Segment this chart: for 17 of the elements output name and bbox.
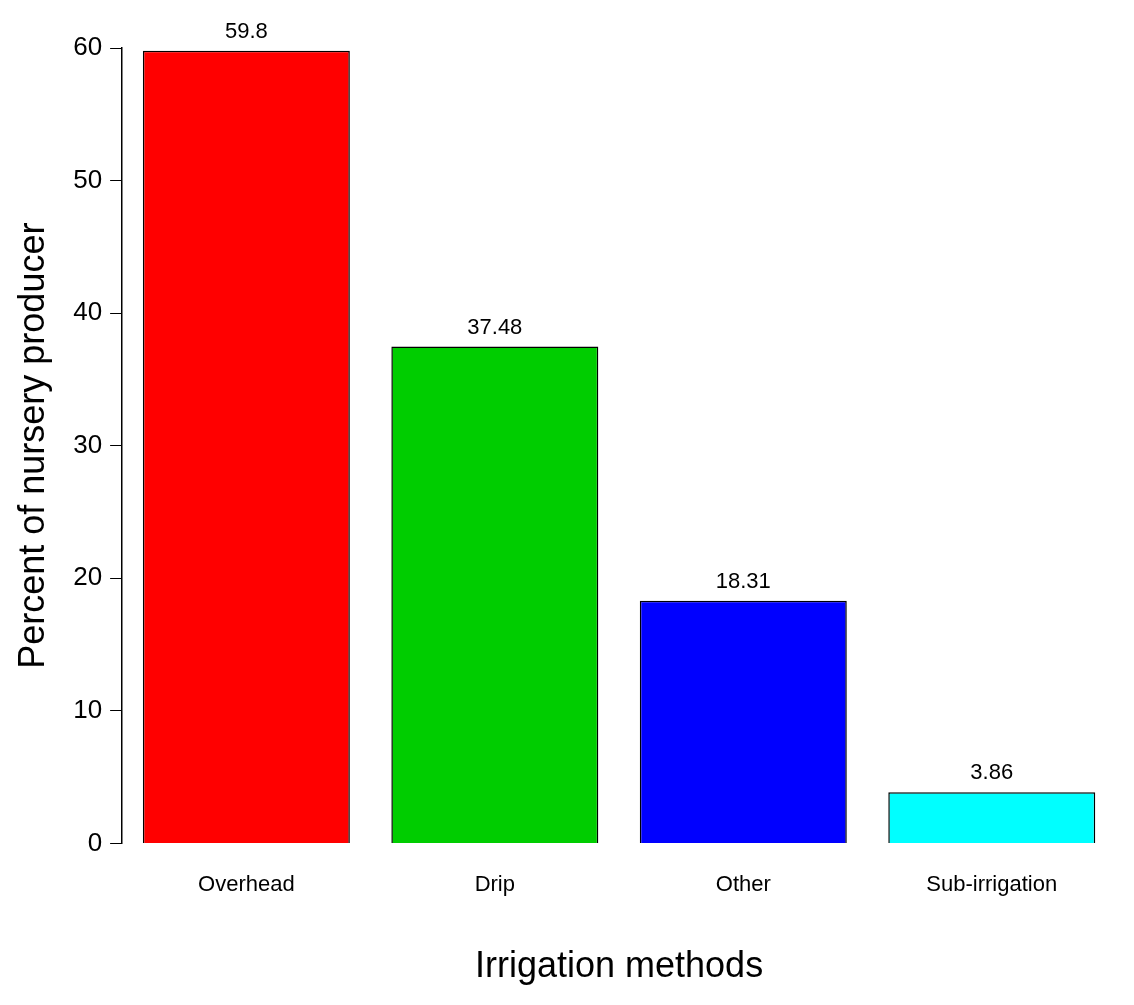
data-label: 37.48	[467, 313, 523, 339]
x-tick-label: Other	[715, 870, 771, 896]
y-tick-label: 10	[73, 694, 103, 725]
data-label: 18.31	[715, 567, 771, 593]
x-axis-title: Irrigation methods	[474, 944, 764, 986]
x-tick-label: Sub-irrigation	[926, 870, 1058, 896]
data-label: 3.86	[970, 759, 1014, 785]
y-tick-label: 40	[73, 296, 103, 327]
y-tick-label: 20	[73, 561, 103, 592]
y-tick-label: 0	[87, 826, 103, 857]
y-tick-label: 50	[73, 163, 103, 194]
x-tick-label: Drip	[474, 870, 515, 896]
x-tick-label: Overhead	[198, 870, 295, 896]
data-label: 59.8	[224, 17, 268, 43]
y-tick-label: 60	[73, 31, 103, 62]
y-tick-label: 30	[73, 428, 103, 459]
y-axis-title: Percent of nursery producer	[10, 222, 52, 669]
